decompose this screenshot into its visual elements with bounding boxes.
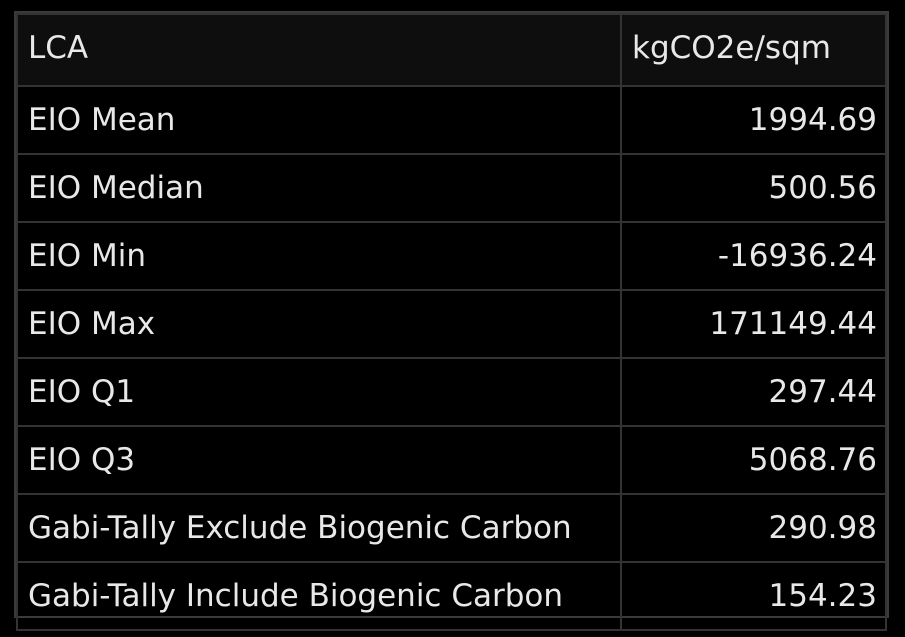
row-label: Gabi-Tally Include Biogenic Carbon — [16, 561, 622, 631]
row-value: 171149.44 — [620, 289, 887, 359]
row-label: EIO Max — [16, 289, 622, 359]
table-row: EIO Q1 297.44 — [16, 357, 887, 427]
table-row: EIO Max 171149.44 — [16, 289, 887, 359]
column-header-lca: LCA — [16, 13, 622, 87]
row-label: EIO Q1 — [16, 357, 622, 427]
row-value: 5068.76 — [620, 425, 887, 495]
table-row: EIO Median 500.56 — [16, 153, 887, 223]
column-header-unit: kgCO2e/sqm — [620, 13, 887, 87]
table-row: EIO Q3 5068.76 — [16, 425, 887, 495]
table-row: EIO Mean 1994.69 — [16, 85, 887, 155]
table-header: LCA kgCO2e/sqm — [16, 13, 887, 87]
lca-results-table: LCA kgCO2e/sqm EIO Mean 1994.69 EIO Medi… — [16, 13, 887, 631]
row-value: 290.98 — [620, 493, 887, 563]
row-value: -16936.24 — [620, 221, 887, 291]
lca-results-table-frame: LCA kgCO2e/sqm EIO Mean 1994.69 EIO Medi… — [14, 11, 889, 631]
row-label: Gabi-Tally Exclude Biogenic Carbon — [16, 493, 622, 563]
row-value: 1994.69 — [620, 85, 887, 155]
row-label: EIO Min — [16, 221, 622, 291]
row-label: EIO Mean — [16, 85, 622, 155]
row-value: 154.23 — [620, 561, 887, 631]
table-row: EIO Min -16936.24 — [16, 221, 887, 291]
row-label: EIO Median — [16, 153, 622, 223]
row-value: 500.56 — [620, 153, 887, 223]
row-value: 297.44 — [620, 357, 887, 427]
row-label: EIO Q3 — [16, 425, 622, 495]
table-body: EIO Mean 1994.69 EIO Median 500.56 EIO M… — [16, 85, 887, 631]
table-row: Gabi-Tally Exclude Biogenic Carbon 290.9… — [16, 493, 887, 563]
table-row: Gabi-Tally Include Biogenic Carbon 154.2… — [16, 561, 887, 631]
header-row: LCA kgCO2e/sqm — [16, 13, 887, 87]
